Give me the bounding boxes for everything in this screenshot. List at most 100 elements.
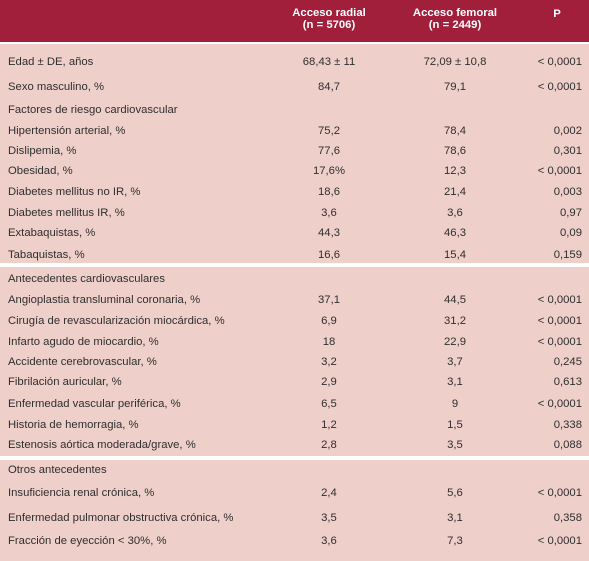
femoral-value: 21,4 <box>444 186 466 198</box>
radial-value: 77,6 <box>318 145 340 157</box>
table-section-general <box>0 44 589 263</box>
row-label: Estenosis aórtica moderada/grave, % <box>8 439 196 451</box>
header-femoral-n: (n = 2449) <box>428 19 482 31</box>
table-section-cardiovascular-history <box>0 267 589 456</box>
radial-value: 75,2 <box>318 125 340 137</box>
radial-value: 68,43 ± 11 <box>302 56 356 68</box>
radial-value: 2,9 <box>321 376 337 388</box>
p-value: 0,338 <box>553 419 582 431</box>
row-label: Obesidad, % <box>8 165 73 177</box>
row-label: Otros antecedentes <box>8 464 107 476</box>
header-radial-access: Acceso radial (n = 5706) <box>279 7 379 31</box>
radial-value: 3,2 <box>321 356 337 368</box>
table-row: Enfermedad vascular periférica, % 6,5 9 < 0… <box>0 395 589 413</box>
row-label: Insuficiencia renal crónica, % <box>8 487 155 499</box>
femoral-value: 3,6 <box>447 207 463 219</box>
p-value: < 0,0001 <box>537 336 582 348</box>
femoral-value: 3,1 <box>447 376 463 388</box>
femoral-value: 78,4 <box>444 125 466 137</box>
radial-value: 16,6 <box>318 249 340 261</box>
p-value: 0,97 <box>560 207 582 219</box>
radial-value: 84,7 <box>318 81 340 93</box>
femoral-value: 7,3 <box>447 535 463 547</box>
femoral-value: 72,09 ± 10,8 <box>423 56 487 68</box>
femoral-value: 3,1 <box>447 512 463 524</box>
table-row: Hipertensión arterial, % 75,2 78,4 0,002 <box>0 122 589 140</box>
table-row: Accidente cerebrovascular, % 3,2 3,7 0,245 <box>0 353 589 371</box>
table-row: Extabaquistas, % 44,3 46,3 0,09 <box>0 224 589 242</box>
table-row: Fracción de eyección < 30%, % 3,6 7,3 < 0,0… <box>0 532 589 550</box>
p-value: 0,09 <box>560 227 582 239</box>
header-femoral-title: Acceso femoral <box>412 7 498 19</box>
row-label: Infarto agudo de miocardio, % <box>8 336 159 348</box>
table-row: Estenosis aórtica moderada/grave, % 2,8 3,… <box>0 436 589 454</box>
radial-value: 37,1 <box>318 294 340 306</box>
table-row: Diabetes mellitus IR, % 3,6 3,6 0,97 <box>0 204 589 222</box>
femoral-value: 1,5 <box>447 419 463 431</box>
row-label: Cirugía de revascularización miocárdica,… <box>8 315 225 327</box>
p-value: 0,358 <box>553 512 582 524</box>
radial-value: 17,6% <box>312 165 346 177</box>
row-label: Fibrilación auricular, % <box>8 376 122 388</box>
table-row: Tabaquistas, % 16,6 15,4 0,159 <box>0 246 589 264</box>
p-value: < 0,0001 <box>537 315 582 327</box>
table-row: Edad ± DE, años 68,43 ± 11 72,09 ± 10,8 < 0… <box>0 53 589 71</box>
table-row: Obesidad, % 17,6% 12,3 < 0,0001 <box>0 162 589 180</box>
header-radial-n: (n = 5706) <box>302 19 356 31</box>
p-value: 0,301 <box>553 145 582 157</box>
table-row: Infarto agudo de miocardio, % 18 22,9 < 0,0… <box>0 333 589 351</box>
table-row: Otros antecedentes <box>0 461 589 479</box>
row-label: Tabaquistas, % <box>8 249 85 261</box>
table-row: Insuficiencia renal crónica, % 2,4 5,6 < 0,… <box>0 484 589 502</box>
radial-value: 18 <box>322 336 336 348</box>
row-label: Diabetes mellitus IR, % <box>8 207 125 219</box>
femoral-value: 3,7 <box>447 356 463 368</box>
table-row: Dislipemia, % 77,6 78,6 0,301 <box>0 142 589 160</box>
femoral-value: 22,9 <box>444 336 466 348</box>
radial-value: 2,4 <box>321 487 337 499</box>
p-value: < 0,0001 <box>537 487 582 499</box>
radial-value: 6,5 <box>321 398 337 410</box>
row-label: Hipertensión arterial, % <box>8 125 126 137</box>
header-p-label: P <box>553 8 561 20</box>
table-row: Sexo masculino, % 84,7 79,1 < 0,0001 <box>0 78 589 96</box>
header-p-value: P <box>540 8 574 20</box>
table-row: Enfermedad pulmonar obstructiva crónica,… <box>0 509 589 527</box>
radial-value: 3,6 <box>321 535 337 547</box>
table-section-other-history <box>0 460 589 561</box>
femoral-value: 79,1 <box>444 81 466 93</box>
row-label: Factores de riesgo cardiovascular <box>8 104 178 116</box>
header-radial-title: Acceso radial <box>292 7 366 19</box>
row-label: Sexo masculino, % <box>8 81 105 93</box>
p-value: 0,159 <box>553 249 582 261</box>
p-value: < 0,0001 <box>537 294 582 306</box>
radial-value: 3,5 <box>321 512 337 524</box>
row-label: Dislipemia, % <box>8 145 77 157</box>
p-value: 0,613 <box>553 376 582 388</box>
row-label: Angioplastia transluminal coronaria, % <box>8 294 201 306</box>
table-row: Cirugía de revascularización miocárdica,… <box>0 312 589 330</box>
p-value: < 0,0001 <box>537 81 582 93</box>
row-label: Extabaquistas, % <box>8 227 96 239</box>
p-value: 0,002 <box>553 125 582 137</box>
femoral-value: 15,4 <box>444 249 466 261</box>
p-value: < 0,0001 <box>537 535 582 547</box>
femoral-value: 9 <box>451 398 459 410</box>
row-label: Edad ± DE, años <box>8 56 94 68</box>
p-value: < 0,0001 <box>537 165 582 177</box>
p-value: < 0,0001 <box>537 56 582 68</box>
femoral-value: 31,2 <box>444 315 466 327</box>
table-row: Angioplastia transluminal coronaria, % 37… <box>0 291 589 309</box>
row-label: Diabetes mellitus no IR, % <box>8 186 141 198</box>
table-row: Historia de hemorragia, % 1,2 1,5 0,338 <box>0 416 589 434</box>
radial-value: 18,6 <box>318 186 340 198</box>
table-row: Diabetes mellitus no IR, % 18,6 21,4 0,003 <box>0 183 589 201</box>
header-femoral-access: Acceso femoral (n = 2449) <box>403 7 507 31</box>
table-row: Fibrilación auricular, % 2,9 3,1 0,613 <box>0 373 589 391</box>
row-label: Fracción de eyección < 30%, % <box>8 535 167 547</box>
table-row: Antecedentes cardiovasculares <box>0 270 589 288</box>
row-label: Historia de hemorragia, % <box>8 419 139 431</box>
row-label: Antecedentes cardiovasculares <box>8 273 165 285</box>
p-value: < 0,0001 <box>537 398 582 410</box>
radial-value: 44,3 <box>318 227 340 239</box>
